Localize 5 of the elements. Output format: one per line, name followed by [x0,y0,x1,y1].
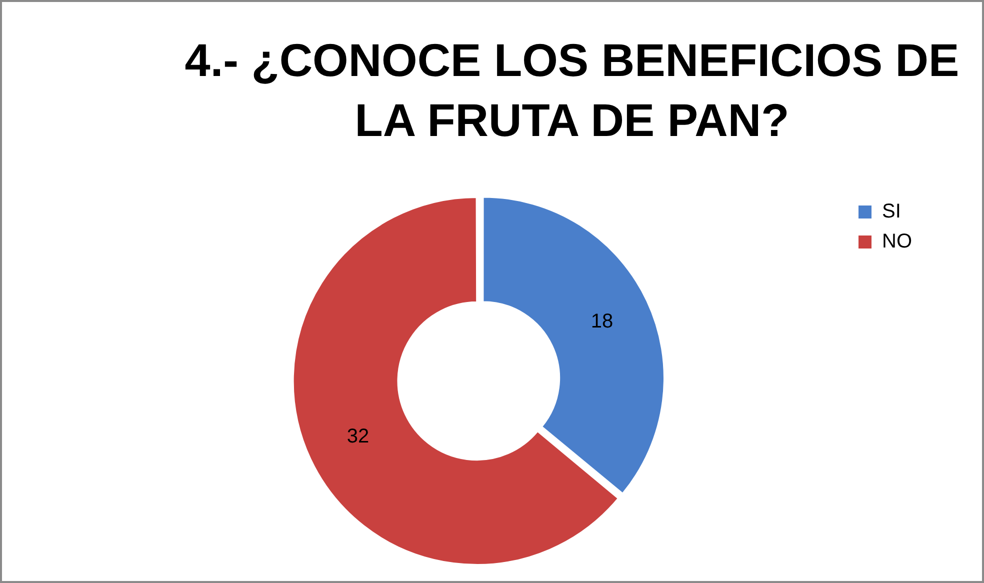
data-label: 18 [590,310,614,333]
chart-title: 4.- ¿CONOCE LOS BENEFICIOS DE LA FRUTA DE PAN? [184,33,960,148]
data-label: 32 [346,425,370,448]
legend-label: SI [882,200,901,223]
legend-label: NO [882,230,912,253]
